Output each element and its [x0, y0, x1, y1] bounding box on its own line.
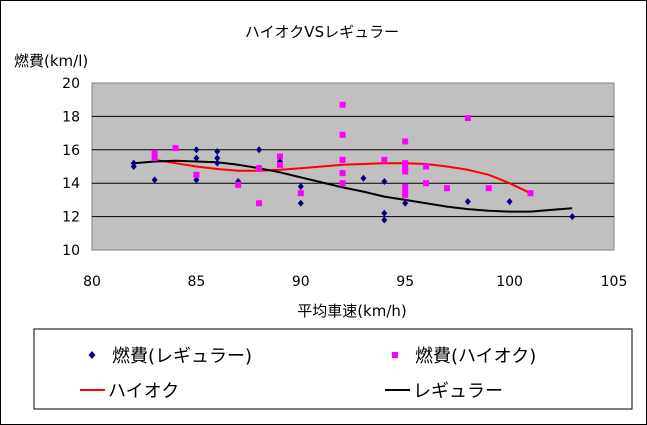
premium-point: [402, 168, 409, 175]
trend-line-000000: [133, 159, 573, 213]
premium-point: [423, 180, 430, 187]
regular-point: [193, 176, 200, 184]
regular-point: [381, 178, 388, 186]
y-tick-label: 18: [62, 109, 80, 125]
x-tick-labels: 80 85 90 95 100 105: [83, 274, 627, 290]
gridlines: [92, 115, 614, 218]
premium-point: [443, 185, 450, 192]
regular-point: [506, 198, 513, 206]
premium-point: [151, 150, 158, 157]
plot-area: [91, 82, 615, 251]
y-tick-label: 20: [62, 76, 80, 92]
regular-point: [381, 216, 388, 224]
premium-point: [297, 190, 304, 197]
premium-point: [172, 145, 179, 152]
legend-label: 燃費(ハイオク): [415, 346, 536, 367]
premium-point: [276, 161, 283, 168]
premium-point: [339, 170, 346, 177]
regular-point: [130, 163, 137, 170]
premium-point: [402, 188, 409, 195]
premium-point: [339, 131, 346, 138]
regular-point: [402, 199, 409, 207]
regular-point: [214, 147, 221, 155]
premium-point: [527, 190, 534, 197]
premium-point: [339, 180, 346, 187]
premium-point: [339, 101, 346, 108]
legend-box: [33, 328, 633, 410]
chart-title: ハイオクVSレギュラー: [245, 23, 399, 41]
legend-marker-square: [392, 352, 398, 358]
legend-label: レギュラー: [413, 381, 503, 402]
premium-point: [256, 200, 263, 207]
y-axis-label: 燃費(km/l): [14, 52, 88, 70]
trend-lines: [133, 158, 573, 213]
premium-point: [235, 181, 242, 188]
regular-point: [214, 154, 221, 162]
legend-label: ハイオク: [108, 381, 179, 402]
trend-line-ff0000: [154, 158, 531, 195]
regular-point: [193, 146, 200, 154]
x-tick-label: 105: [601, 274, 628, 290]
regular-point: [569, 213, 576, 221]
premium-point: [402, 165, 409, 172]
regular-point: [256, 146, 263, 154]
y-tick-label: 14: [62, 176, 80, 192]
regular-point: [297, 199, 304, 207]
premium-point: [402, 191, 409, 198]
data-points: [130, 101, 576, 224]
premium-point: [402, 138, 409, 145]
legend-marker-diamond: [88, 351, 96, 359]
x-tick-label: 80: [83, 274, 101, 290]
premium-point: [402, 183, 409, 190]
premium-point: [256, 165, 263, 172]
y-tick-label: 12: [62, 210, 80, 226]
y-tick-labels: 10 12 14 16 18 20: [62, 76, 80, 259]
premium-point: [339, 156, 346, 163]
premium-point: [423, 163, 430, 170]
x-tick-label: 90: [292, 274, 310, 290]
y-tick-label: 16: [62, 143, 80, 159]
premium-point: [276, 153, 283, 160]
premium-point: [151, 155, 158, 162]
legend: 燃費(レギュラー) 燃費(ハイオク) ハイオク レギュラー: [80, 346, 536, 402]
premium-point: [464, 115, 471, 122]
y-tick-label: 10: [62, 243, 80, 259]
premium-point: [381, 156, 388, 163]
legend-label: 燃費(レギュラー): [112, 346, 252, 367]
x-tick-label: 85: [187, 274, 205, 290]
regular-point: [360, 174, 367, 182]
regular-point: [381, 209, 388, 217]
x-axis-label: 平均車速(km/h): [297, 302, 407, 320]
premium-point: [193, 171, 200, 178]
premium-point: [402, 160, 409, 167]
x-tick-label: 95: [396, 274, 414, 290]
regular-point: [151, 176, 158, 184]
premium-point: [485, 185, 492, 192]
regular-point: [193, 154, 200, 162]
regular-point: [297, 183, 304, 191]
regular-point: [464, 198, 471, 206]
x-tick-label: 100: [496, 274, 523, 290]
regular-point: [214, 159, 221, 167]
